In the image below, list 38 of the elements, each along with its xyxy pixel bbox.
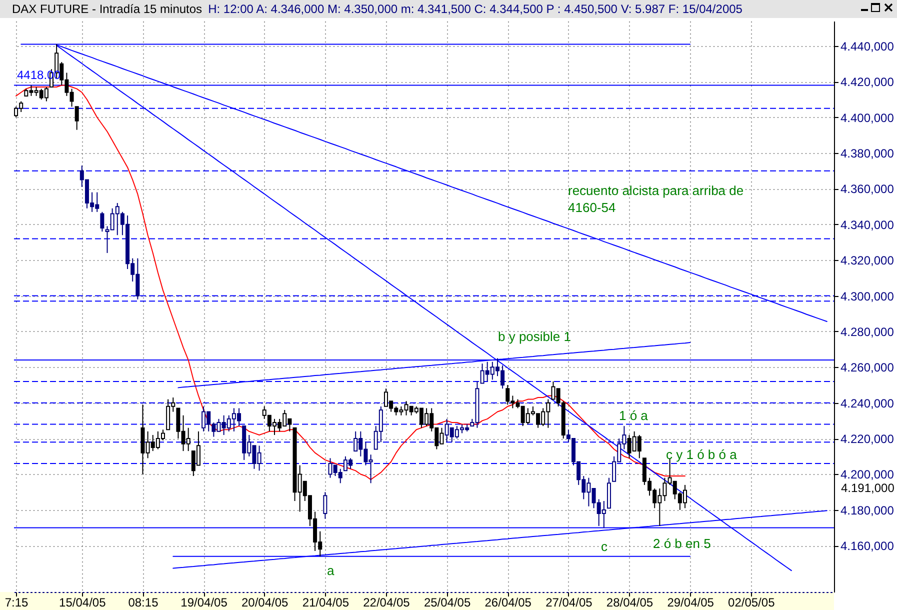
y-tick-label: 4.440,000 — [840, 39, 894, 54]
x-tick-label: 27/04/05 — [546, 596, 593, 610]
y-tick-label: 4.300,000 — [840, 289, 894, 304]
text: 4.191,000 — [841, 481, 895, 495]
y-tick-label: 4.400,000 — [840, 110, 894, 125]
x-tick-label: 20/04/05 — [242, 596, 289, 610]
annotation: c y 1 ó b ó a — [666, 447, 738, 462]
y-tick-label: 4.340,000 — [840, 218, 894, 232]
x-tick-label: 29/04/05 — [667, 596, 714, 610]
y-tick-label: 4.320,000 — [840, 254, 894, 268]
x-tick-label: 26/04/05 — [484, 596, 532, 610]
x-tick-label: 08:15 — [128, 596, 159, 610]
x-tick-label: 21/04/05 — [302, 596, 350, 610]
y-tick-label: 4.280,000 — [840, 324, 894, 339]
chart-title: DAX FUTURE - Intradía 15 minutos — [12, 2, 202, 16]
y-tick-label: 4.200,000 — [840, 468, 894, 482]
x-tick-label: 22/04/05 — [363, 596, 410, 610]
x-tick-label: 19/04/05 — [180, 596, 228, 610]
x-tick-label: 25/04/05 — [424, 596, 471, 610]
y-tick-label: 4.220,000 — [840, 432, 894, 446]
y-tick-label: 4.180,000 — [840, 503, 894, 518]
y-tick-label: 4.380,000 — [840, 146, 894, 161]
x-tick-label: 02/05/05 — [728, 596, 776, 610]
annotation: 1 ó a — [619, 408, 649, 423]
y-tick-label: 4.260,000 — [840, 360, 894, 375]
annotation: a — [327, 563, 335, 578]
y-tick-label: 4.420,000 — [840, 75, 894, 90]
x-tick-label: 7:15 — [4, 596, 29, 610]
annotation: c — [601, 539, 608, 554]
x-tick-label: 28/04/05 — [606, 596, 654, 610]
annotation: b y posible 1 — [498, 329, 571, 344]
y-tick-label: 4.360,000 — [840, 182, 894, 196]
chart-subtitle: H: 12:00 A: 4.346,000 M: 4.350,000 m: 4.341,500 C: 4.344,500 P : 4.450,500 V: 5.987 F: 15/04/2005 — [208, 2, 742, 16]
y-tick-label: 4.240,000 — [840, 396, 894, 410]
annotation: recuento alcista para arriba de 4160-54 — [568, 183, 744, 215]
annotation: 2 ó b en 5 — [653, 536, 711, 551]
y-tick-label: 4.160,000 — [840, 539, 894, 554]
x-tick-label: 15/04/05 — [59, 596, 106, 610]
